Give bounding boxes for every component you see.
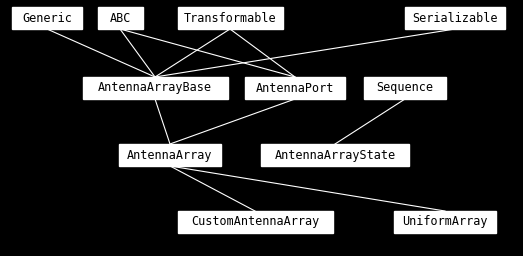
FancyBboxPatch shape bbox=[12, 7, 82, 29]
Text: Serializable: Serializable bbox=[412, 12, 498, 25]
Text: Transformable: Transformable bbox=[184, 12, 276, 25]
Text: Generic: Generic bbox=[22, 12, 72, 25]
FancyBboxPatch shape bbox=[364, 77, 446, 99]
FancyBboxPatch shape bbox=[83, 77, 228, 99]
FancyBboxPatch shape bbox=[245, 77, 345, 99]
FancyBboxPatch shape bbox=[97, 7, 142, 29]
Text: AntennaArrayBase: AntennaArrayBase bbox=[98, 81, 212, 94]
FancyBboxPatch shape bbox=[177, 211, 333, 233]
FancyBboxPatch shape bbox=[119, 144, 221, 166]
FancyBboxPatch shape bbox=[177, 7, 282, 29]
Text: Sequence: Sequence bbox=[377, 81, 434, 94]
Text: CustomAntennaArray: CustomAntennaArray bbox=[191, 216, 319, 229]
Text: UniformArray: UniformArray bbox=[402, 216, 488, 229]
Text: AntennaArray: AntennaArray bbox=[127, 148, 213, 162]
FancyBboxPatch shape bbox=[405, 7, 505, 29]
FancyBboxPatch shape bbox=[261, 144, 409, 166]
Text: ABC: ABC bbox=[109, 12, 131, 25]
FancyBboxPatch shape bbox=[394, 211, 496, 233]
Text: AntennaPort: AntennaPort bbox=[256, 81, 334, 94]
Text: AntennaArrayState: AntennaArrayState bbox=[275, 148, 395, 162]
